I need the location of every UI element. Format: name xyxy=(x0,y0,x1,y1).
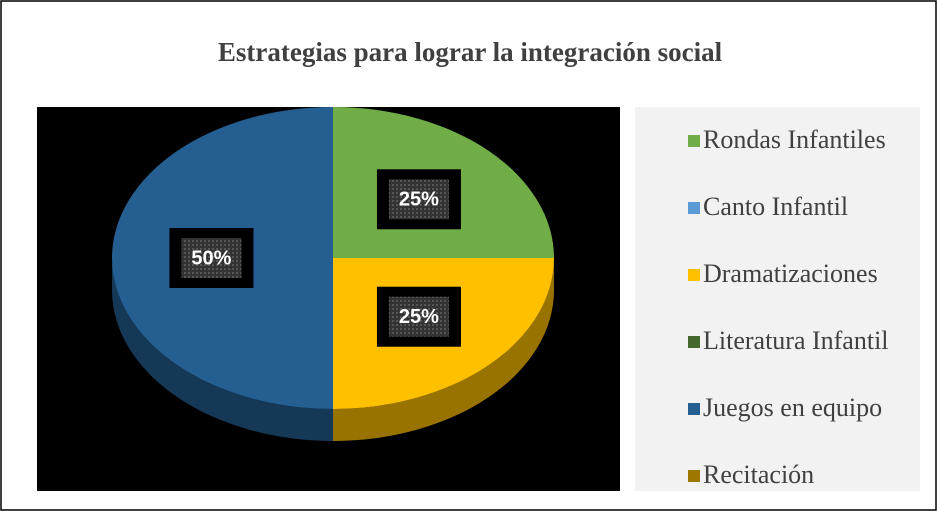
data-label-bg xyxy=(388,179,449,220)
legend-label: Literatura Infantil xyxy=(703,326,889,355)
legend-swatch xyxy=(688,403,700,415)
data-label-bg xyxy=(181,238,242,278)
legend-label: Canto Infantil xyxy=(703,192,848,221)
slice-side xyxy=(112,258,333,441)
legend-label: Dramatizaciones xyxy=(703,259,878,288)
slice-side xyxy=(333,258,554,441)
data-label: 25% xyxy=(399,306,439,328)
legend-label: Juegos en equipo xyxy=(703,393,882,422)
data-label: 25% xyxy=(399,189,439,211)
legend-label: Recitación xyxy=(703,460,814,489)
legend-swatch xyxy=(688,135,700,147)
legend-swatch xyxy=(688,202,700,214)
legend-box xyxy=(635,107,920,491)
legend-swatch xyxy=(688,269,700,281)
chart-title: Estrategias para lograr la integración s… xyxy=(218,37,723,67)
legend-swatch xyxy=(688,336,700,348)
data-label-bg xyxy=(388,296,449,337)
legend-label: Rondas Infantiles xyxy=(703,125,886,154)
data-label: 50% xyxy=(191,247,231,269)
legend-swatch xyxy=(688,470,700,482)
